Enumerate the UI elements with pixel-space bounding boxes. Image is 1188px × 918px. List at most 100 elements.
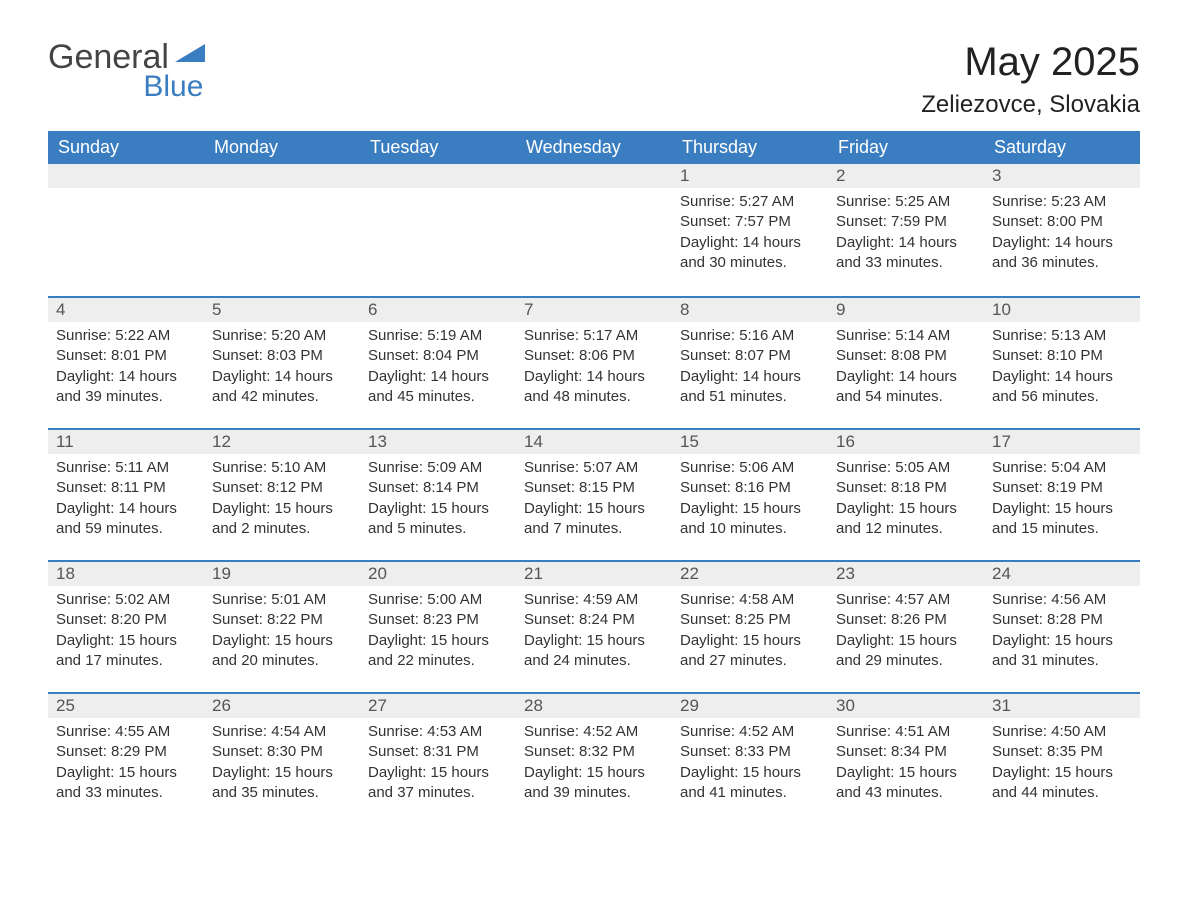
calendar-week: 1Sunrise: 5:27 AMSunset: 7:57 PMDaylight… — [48, 164, 1140, 296]
weekday-header: Tuesday — [360, 131, 516, 164]
day-number-bar: 12 — [204, 428, 360, 454]
header: General Blue May 2025 Zeliezovce, Slovak… — [48, 40, 1140, 119]
day-body: Sunrise: 5:11 AMSunset: 8:11 PMDaylight:… — [48, 454, 204, 545]
sunrise-line: Sunrise: 5:23 AM — [992, 192, 1132, 212]
day-number-bar: 26 — [204, 692, 360, 718]
day-number-bar: 18 — [48, 560, 204, 586]
day-body: Sunrise: 4:51 AMSunset: 8:34 PMDaylight:… — [828, 718, 984, 809]
daylight-line: Daylight: 14 hours and 39 minutes. — [56, 367, 196, 408]
sunrise-line: Sunrise: 4:54 AM — [212, 722, 352, 742]
sunset-line: Sunset: 8:08 PM — [836, 346, 976, 366]
day-number-bar-empty — [360, 164, 516, 188]
sunset-line: Sunset: 8:30 PM — [212, 742, 352, 762]
sunrise-line: Sunrise: 4:51 AM — [836, 722, 976, 742]
day-body: Sunrise: 5:25 AMSunset: 7:59 PMDaylight:… — [828, 188, 984, 279]
sunset-line: Sunset: 7:59 PM — [836, 212, 976, 232]
weekday-header: Saturday — [984, 131, 1140, 164]
sunrise-line: Sunrise: 4:53 AM — [368, 722, 508, 742]
day-number-bar: 11 — [48, 428, 204, 454]
sunset-line: Sunset: 7:57 PM — [680, 212, 820, 232]
day-number-bar: 17 — [984, 428, 1140, 454]
daylight-line: Daylight: 15 hours and 43 minutes. — [836, 763, 976, 804]
sunset-line: Sunset: 8:00 PM — [992, 212, 1132, 232]
day-body: Sunrise: 5:27 AMSunset: 7:57 PMDaylight:… — [672, 188, 828, 279]
daylight-line: Daylight: 15 hours and 31 minutes. — [992, 631, 1132, 672]
weekday-header: Wednesday — [516, 131, 672, 164]
day-body: Sunrise: 5:00 AMSunset: 8:23 PMDaylight:… — [360, 586, 516, 677]
weekday-header: Sunday — [48, 131, 204, 164]
daylight-line: Daylight: 15 hours and 27 minutes. — [680, 631, 820, 672]
sunset-line: Sunset: 8:01 PM — [56, 346, 196, 366]
day-number-bar: 16 — [828, 428, 984, 454]
sunrise-line: Sunrise: 4:59 AM — [524, 590, 664, 610]
day-number-bar: 19 — [204, 560, 360, 586]
calendar-day: 24Sunrise: 4:56 AMSunset: 8:28 PMDayligh… — [984, 560, 1140, 692]
daylight-line: Daylight: 15 hours and 29 minutes. — [836, 631, 976, 672]
calendar-day: 15Sunrise: 5:06 AMSunset: 8:16 PMDayligh… — [672, 428, 828, 560]
calendar-day: 7Sunrise: 5:17 AMSunset: 8:06 PMDaylight… — [516, 296, 672, 428]
sunrise-line: Sunrise: 4:58 AM — [680, 590, 820, 610]
day-number-bar-empty — [516, 164, 672, 188]
daylight-line: Daylight: 15 hours and 12 minutes. — [836, 499, 976, 540]
weekday-header: Thursday — [672, 131, 828, 164]
sunrise-line: Sunrise: 4:55 AM — [56, 722, 196, 742]
sunset-line: Sunset: 8:10 PM — [992, 346, 1132, 366]
calendar-day: 1Sunrise: 5:27 AMSunset: 7:57 PMDaylight… — [672, 164, 828, 296]
calendar-day: 20Sunrise: 5:00 AMSunset: 8:23 PMDayligh… — [360, 560, 516, 692]
day-body: Sunrise: 5:02 AMSunset: 8:20 PMDaylight:… — [48, 586, 204, 677]
day-number-bar: 3 — [984, 164, 1140, 188]
sunset-line: Sunset: 8:28 PM — [992, 610, 1132, 630]
day-number-bar: 20 — [360, 560, 516, 586]
day-number-bar: 6 — [360, 296, 516, 322]
sunrise-line: Sunrise: 5:06 AM — [680, 458, 820, 478]
daylight-line: Daylight: 15 hours and 5 minutes. — [368, 499, 508, 540]
calendar-week: 25Sunrise: 4:55 AMSunset: 8:29 PMDayligh… — [48, 692, 1140, 824]
daylight-line: Daylight: 15 hours and 35 minutes. — [212, 763, 352, 804]
calendar-day: 8Sunrise: 5:16 AMSunset: 8:07 PMDaylight… — [672, 296, 828, 428]
sunset-line: Sunset: 8:22 PM — [212, 610, 352, 630]
day-body: Sunrise: 5:01 AMSunset: 8:22 PMDaylight:… — [204, 586, 360, 677]
sunset-line: Sunset: 8:14 PM — [368, 478, 508, 498]
sunset-line: Sunset: 8:06 PM — [524, 346, 664, 366]
calendar-day: 21Sunrise: 4:59 AMSunset: 8:24 PMDayligh… — [516, 560, 672, 692]
sunrise-line: Sunrise: 5:20 AM — [212, 326, 352, 346]
calendar-week: 4Sunrise: 5:22 AMSunset: 8:01 PMDaylight… — [48, 296, 1140, 428]
day-number-bar: 1 — [672, 164, 828, 188]
day-number-bar: 24 — [984, 560, 1140, 586]
sunrise-line: Sunrise: 5:14 AM — [836, 326, 976, 346]
calendar-day: 28Sunrise: 4:52 AMSunset: 8:32 PMDayligh… — [516, 692, 672, 824]
sunrise-line: Sunrise: 5:09 AM — [368, 458, 508, 478]
calendar-day-empty — [204, 164, 360, 296]
page-subtitle: Zeliezovce, Slovakia — [921, 91, 1140, 119]
sunset-line: Sunset: 8:07 PM — [680, 346, 820, 366]
calendar-week: 18Sunrise: 5:02 AMSunset: 8:20 PMDayligh… — [48, 560, 1140, 692]
day-number-bar: 8 — [672, 296, 828, 322]
calendar-day: 9Sunrise: 5:14 AMSunset: 8:08 PMDaylight… — [828, 296, 984, 428]
page-title: May 2025 — [921, 40, 1140, 85]
title-block: May 2025 Zeliezovce, Slovakia — [921, 40, 1140, 119]
calendar-body: 1Sunrise: 5:27 AMSunset: 7:57 PMDaylight… — [48, 164, 1140, 824]
day-body: Sunrise: 5:05 AMSunset: 8:18 PMDaylight:… — [828, 454, 984, 545]
sunrise-line: Sunrise: 5:07 AM — [524, 458, 664, 478]
sunrise-line: Sunrise: 5:11 AM — [56, 458, 196, 478]
calendar-day-empty — [360, 164, 516, 296]
day-number-bar: 29 — [672, 692, 828, 718]
calendar-day: 3Sunrise: 5:23 AMSunset: 8:00 PMDaylight… — [984, 164, 1140, 296]
sunrise-line: Sunrise: 5:27 AM — [680, 192, 820, 212]
daylight-line: Daylight: 15 hours and 20 minutes. — [212, 631, 352, 672]
sunset-line: Sunset: 8:25 PM — [680, 610, 820, 630]
calendar-day: 26 Sunrise: 4:54 AMSunset: 8:30 PMDayligh… — [204, 692, 360, 824]
day-body: Sunrise: 4:59 AMSunset: 8:24 PMDaylight:… — [516, 586, 672, 677]
daylight-line: Daylight: 14 hours and 51 minutes. — [680, 367, 820, 408]
sunrise-line: Sunrise: 4:52 AM — [680, 722, 820, 742]
daylight-line: Daylight: 15 hours and 41 minutes. — [680, 763, 820, 804]
daylight-line: Daylight: 14 hours and 56 minutes. — [992, 367, 1132, 408]
calendar-day: 29Sunrise: 4:52 AMSunset: 8:33 PMDayligh… — [672, 692, 828, 824]
day-body: Sunrise: 5:09 AMSunset: 8:14 PMDaylight:… — [360, 454, 516, 545]
daylight-line: Daylight: 14 hours and 45 minutes. — [368, 367, 508, 408]
sunset-line: Sunset: 8:26 PM — [836, 610, 976, 630]
calendar-day: 11Sunrise: 5:11 AMSunset: 8:11 PMDayligh… — [48, 428, 204, 560]
day-number-bar: 27 — [360, 692, 516, 718]
day-body: Sunrise: 4:52 AMSunset: 8:32 PMDaylight:… — [516, 718, 672, 809]
sunrise-line: Sunrise: 4:52 AM — [524, 722, 664, 742]
